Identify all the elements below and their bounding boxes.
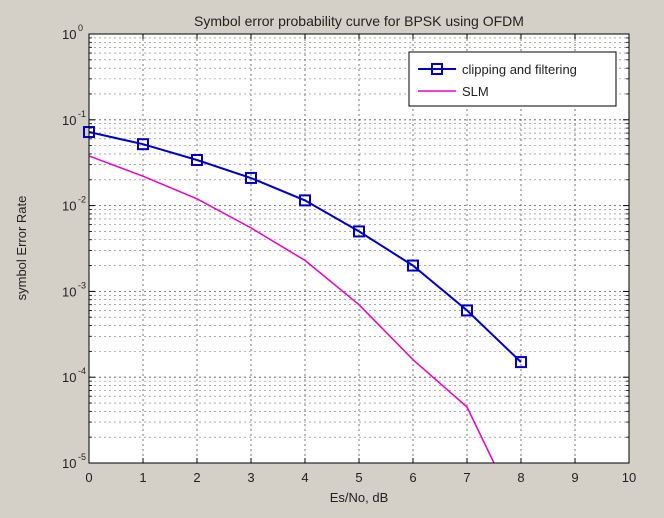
y-tick-label-exponent: -5: [78, 452, 86, 462]
y-tick-label-exponent: -3: [78, 280, 86, 290]
y-axis-label: symbol Error Rate: [14, 196, 29, 301]
series-line-clipping: [88, 131, 522, 363]
y-tick-label-exponent: -4: [78, 366, 86, 376]
x-tick-label: 10: [622, 470, 636, 485]
y-tick-label-exponent: 0: [78, 23, 83, 33]
x-tick-label: 9: [571, 470, 578, 485]
series-layer: [83, 126, 527, 464]
data-point-marker: [407, 259, 419, 272]
data-point-marker: [299, 194, 311, 207]
legend-box: [408, 51, 617, 107]
y-tick-label-base: 10: [62, 284, 76, 299]
data-point-marker: [461, 304, 473, 317]
legend-marker-clipping: [431, 63, 443, 75]
x-tick-label: 7: [463, 470, 470, 485]
chart-title: Symbol error probability curve for BPSK …: [194, 13, 524, 29]
y-tick-label-exponent: -1: [78, 109, 86, 119]
x-tick-label: 5: [355, 470, 362, 485]
x-tick-label: 6: [409, 470, 416, 485]
series-line-slm: [88, 155, 495, 464]
y-tick-label-base: 10: [62, 27, 76, 42]
tick-marks: [88, 33, 630, 464]
y-tick-label-base: 10: [62, 370, 76, 385]
x-tick-label: 8: [517, 470, 524, 485]
x-tick-label: 4: [301, 470, 308, 485]
legend-label-clipping: clipping and filtering: [462, 62, 577, 77]
data-point-marker: [515, 356, 527, 369]
data-point-marker: [137, 138, 149, 151]
data-point-marker: [245, 171, 257, 184]
x-axis-label: Es/No, dB: [330, 490, 389, 505]
y-tick-label-exponent: -2: [78, 195, 86, 205]
x-tick-label: 2: [193, 470, 200, 485]
y-tick-label-base: 10: [62, 456, 76, 471]
x-tick-label: 0: [85, 470, 92, 485]
data-point-marker: [191, 153, 203, 166]
legend: clipping and filtering SLM: [408, 51, 617, 107]
x-tick-label: 1: [139, 470, 146, 485]
data-point-marker: [353, 225, 365, 238]
legend-label-slm: SLM: [462, 84, 489, 99]
y-tick-label-base: 10: [62, 113, 76, 128]
y-tick-label-base: 10: [62, 199, 76, 214]
x-tick-label: 3: [247, 470, 254, 485]
